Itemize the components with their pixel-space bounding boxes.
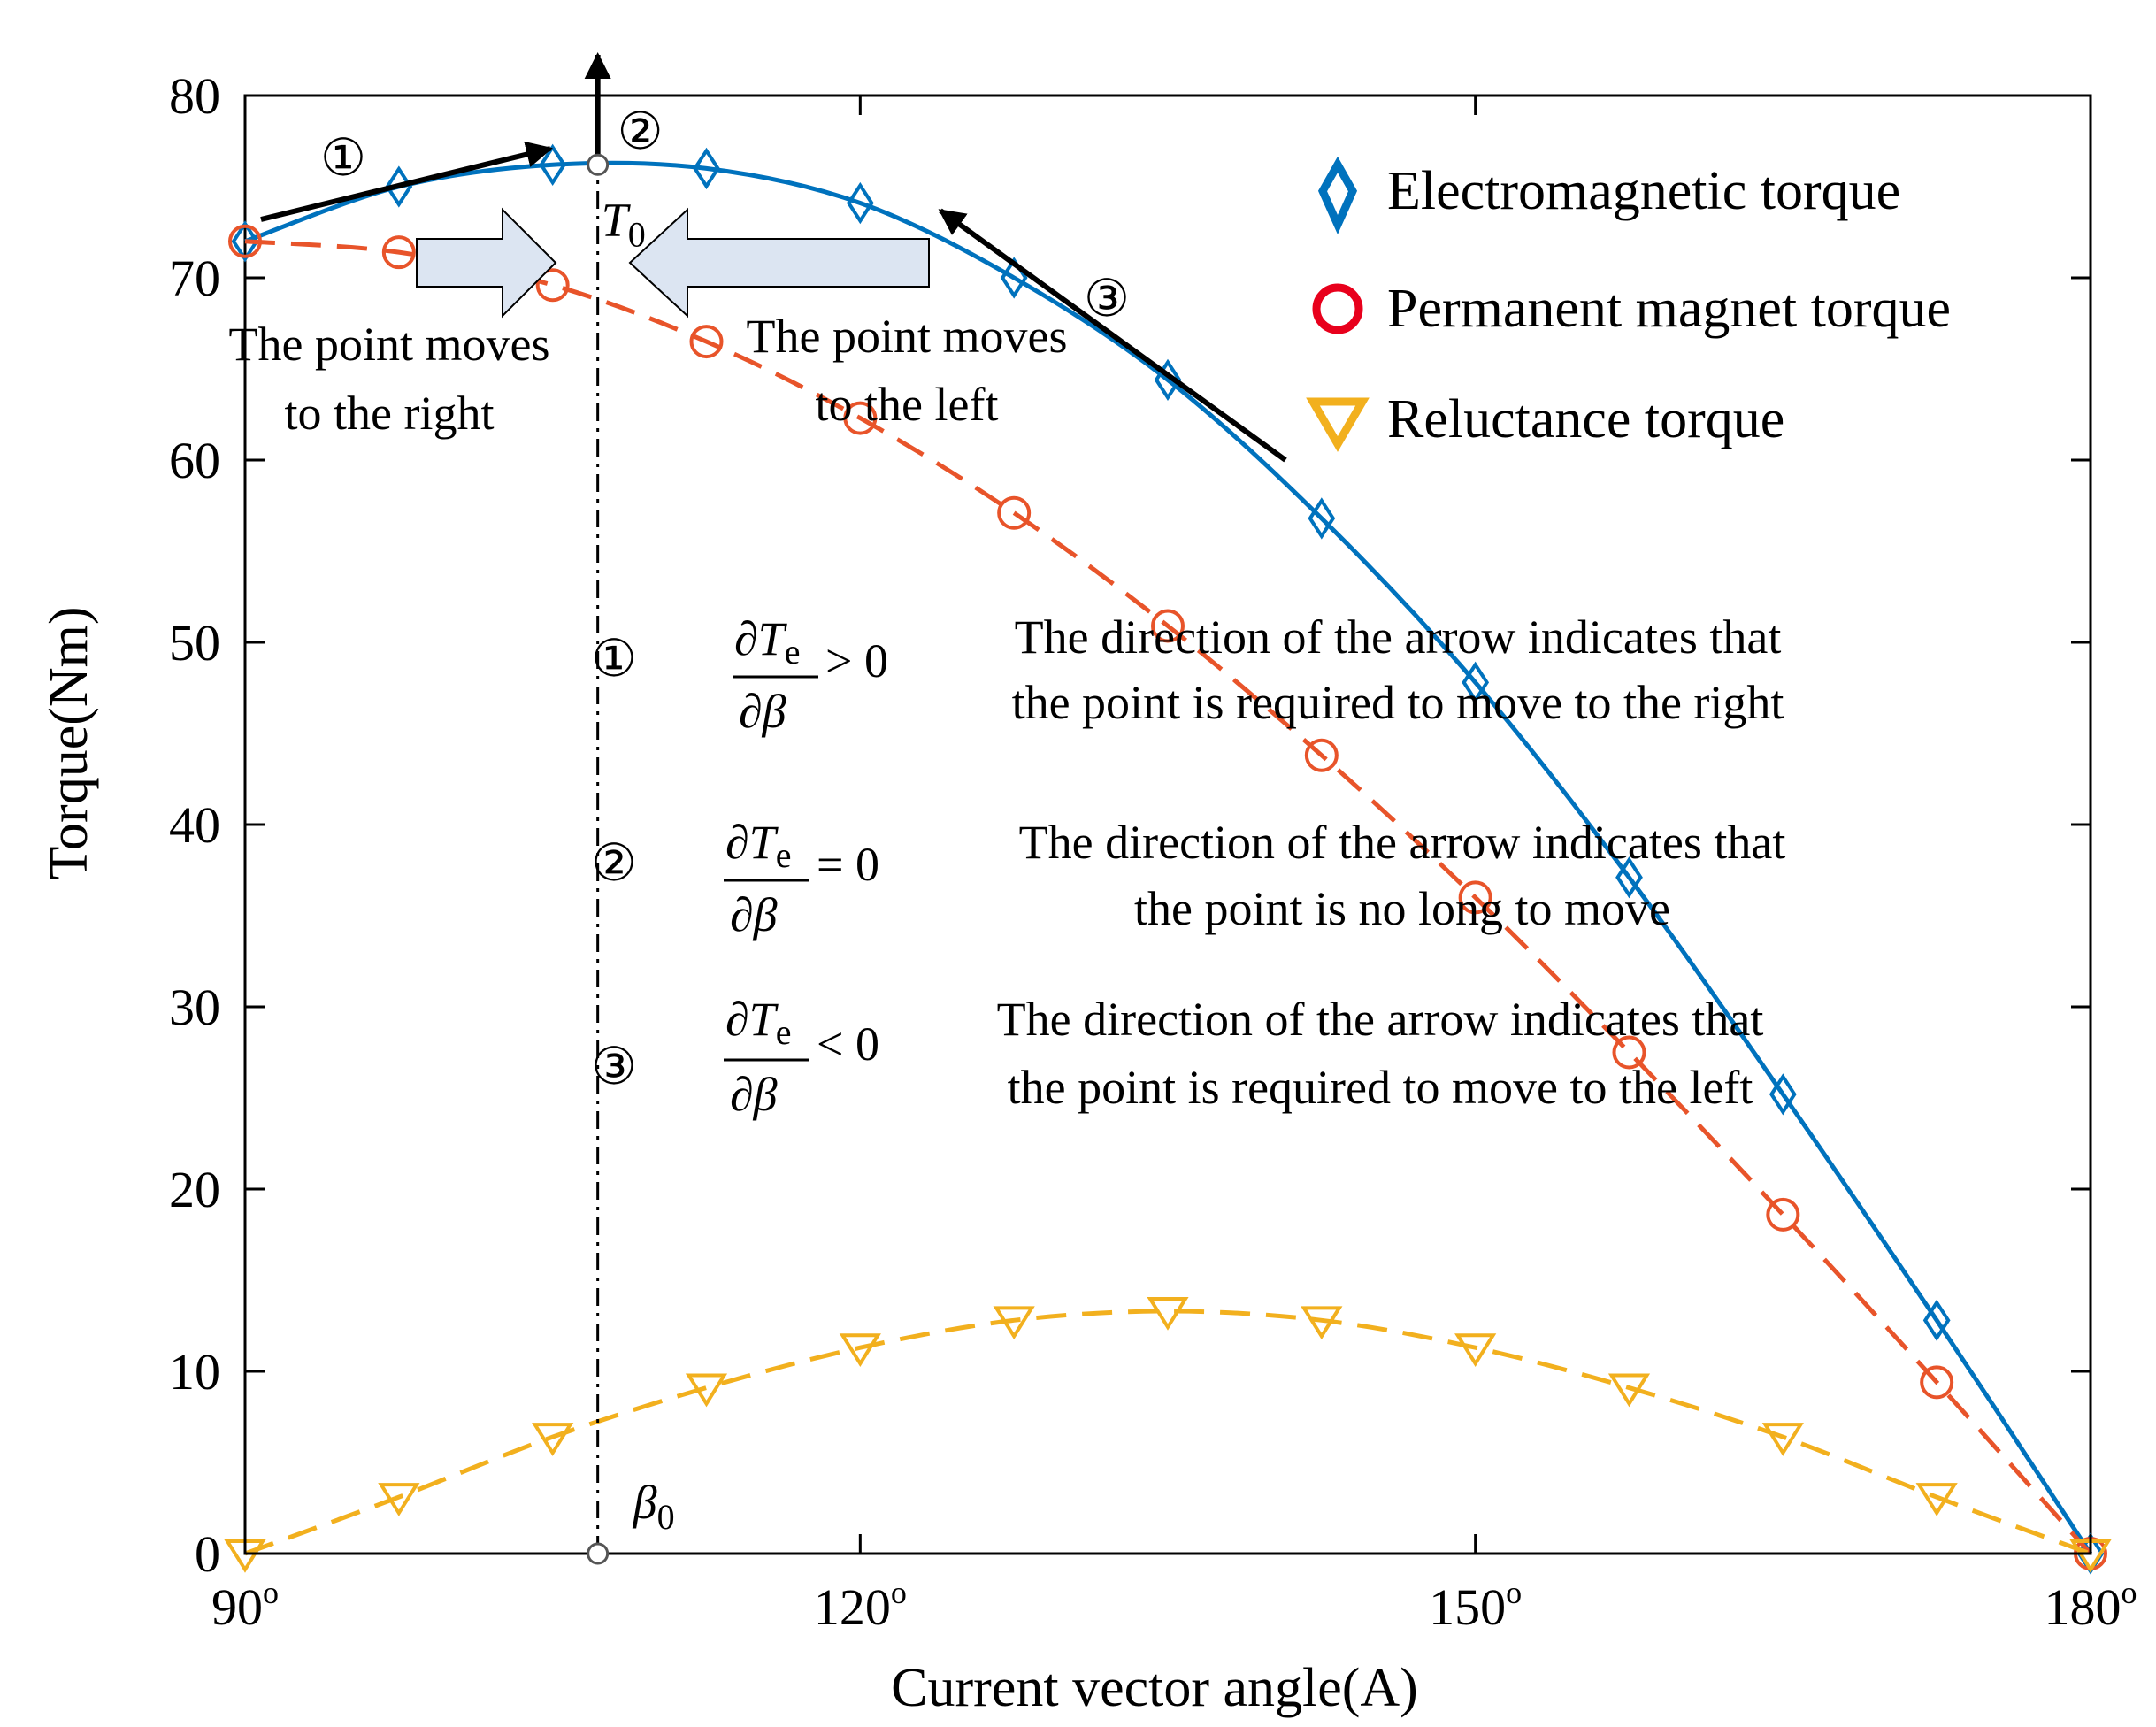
x-axis-label: Current vector angle(A) [891,1658,1418,1718]
series-line-reluctance-torque [244,1309,2091,1556]
data-point-electromagnetic-torque [231,220,259,263]
x-tick-label: 90o [211,1575,279,1636]
series-line-electromagnetic-torque [244,160,2093,1555]
y-tick-label: 30 [169,979,220,1036]
tangent-marker-1: ① [320,129,366,187]
y-tick-label: 60 [169,432,220,489]
move-left-label-line2: to the left [816,378,999,431]
move-right-label-line2: to the right [285,387,495,440]
data-point-electromagnetic-torque [846,181,874,225]
condition-1-denominator: ∂β [739,685,786,738]
y-tick-label: 70 [169,249,220,307]
condition-3-text-line2: the point is required to move to the lef… [1008,1061,1753,1114]
data-point-electromagnetic-torque [1615,856,1643,899]
condition-3-numerator: ∂Te [725,993,791,1052]
condition-3-relation: < 0 [817,1017,879,1071]
data-point-reluctance-torque [1147,1297,1189,1331]
tangent-arrow-3 [938,208,1287,463]
data-point-reluctance-torque [993,1306,1035,1340]
legend-diamond-icon [1317,156,1358,235]
data-point-reluctance-torque [1301,1306,1343,1340]
legend-label-reluctance: Reluctance torque [1387,389,1784,449]
condition-3-marker: ③ [591,1038,637,1095]
top-marker-2: ② [618,103,664,160]
condition-1-text-line2: the point is required to move to the rig… [1012,676,1784,729]
x-tick-label: 150o [1429,1575,1522,1636]
x-tick-label: 120o [814,1575,907,1636]
move-right-hollow-arrow [416,207,557,319]
data-point-permanent-magnet-torque [997,495,1032,530]
condition-1-marker: ① [591,630,637,687]
y-tick-label: 10 [169,1343,220,1401]
data-point-reluctance-torque [839,1333,881,1367]
data-point-reluctance-torque [1454,1333,1497,1367]
tangent-marker-3: ③ [1084,270,1130,327]
data-point-electromagnetic-torque [1922,1299,1951,1341]
data-point-electromagnetic-torque [1154,358,1182,402]
data-point-electromagnetic-torque [1769,1073,1797,1116]
data-point-electromagnetic-torque [1308,497,1336,540]
data-point-electromagnetic-torque [385,165,413,208]
beta0-point [587,1542,610,1565]
condition-2-marker: ② [591,834,637,892]
data-point-reluctance-torque [1915,1483,1958,1516]
data-point-permanent-magnet-torque [381,235,416,270]
series-line-permanent-magnet-torque [244,239,2092,1555]
condition-1-text-line1: The direction of the arrow indicates tha… [1015,610,1782,664]
condition-2-numerator: ∂Te [725,816,791,875]
data-point-electromagnetic-torque [1462,661,1490,703]
move-left-hollow-arrow [628,207,930,319]
y-tick-label: 0 [195,1525,220,1583]
y-tick-label: 20 [169,1161,220,1218]
condition-3-denominator: ∂β [730,1068,778,1121]
legend-label-permanent-magnet: Permanent magnet torque [1387,279,1951,339]
t0-point [587,153,610,176]
data-point-permanent-magnet-torque [1766,1197,1800,1232]
condition-2-text-line1: The direction of the arrow indicates tha… [1019,816,1786,869]
data-point-permanent-magnet-torque [535,268,570,303]
data-point-permanent-magnet-torque [1458,880,1492,915]
data-point-permanent-magnet-torque [1151,609,1185,643]
data-point-permanent-magnet-torque [1304,738,1339,772]
condition-3-text-line1: The direction of the arrow indicates tha… [997,993,1764,1046]
x-tick-label: 180o [2045,1575,2137,1636]
data-point-permanent-magnet-torque [228,224,262,258]
data-point-reluctance-torque [1761,1423,1804,1456]
move-left-label-line1: The point moves [747,310,1068,363]
data-point-permanent-magnet-torque [843,401,878,435]
condition-2-denominator: ∂β [730,888,778,941]
data-point-reluctance-torque [378,1483,420,1516]
t0-label: T0 [602,193,646,254]
data-point-permanent-magnet-torque [689,325,724,359]
condition-1-relation: > 0 [825,634,888,687]
y-axis-label: Torque(Nm) [39,606,99,879]
y-tick-label: 40 [169,796,220,854]
beta0-label: β0 [633,1476,675,1537]
condition-1-numerator: ∂Te [734,612,800,672]
legend-circle-icon [1312,283,1363,334]
data-point-reluctance-torque [532,1423,574,1456]
move-right-label-line1: The point moves [229,318,550,371]
data-point-reluctance-torque [1607,1373,1651,1408]
y-tick-label: 50 [169,614,220,672]
data-point-electromagnetic-torque [693,147,720,190]
data-point-reluctance-torque [685,1373,728,1408]
legend: Electromagnetic torque Permanent magnet … [1306,156,1951,452]
legend-triangle-icon [1306,397,1370,452]
y-tick-label: 80 [169,67,220,125]
data-point-permanent-magnet-torque [1612,1035,1646,1070]
tangent-arrow-1 [260,141,553,222]
data-point-permanent-magnet-torque [1920,1365,1954,1400]
condition-2-text-line2: the point is no long to move [1134,882,1670,935]
legend-label-electromagnetic: Electromagnetic torque [1387,161,1900,221]
condition-2-relation: = 0 [817,838,879,891]
